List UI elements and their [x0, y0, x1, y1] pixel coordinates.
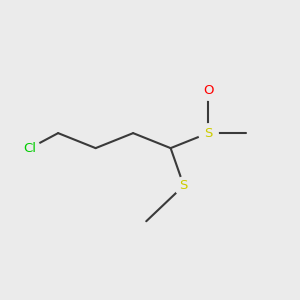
Text: Cl: Cl	[23, 142, 37, 154]
Text: O: O	[203, 83, 213, 97]
Text: S: S	[204, 127, 212, 140]
Text: S: S	[180, 179, 188, 192]
